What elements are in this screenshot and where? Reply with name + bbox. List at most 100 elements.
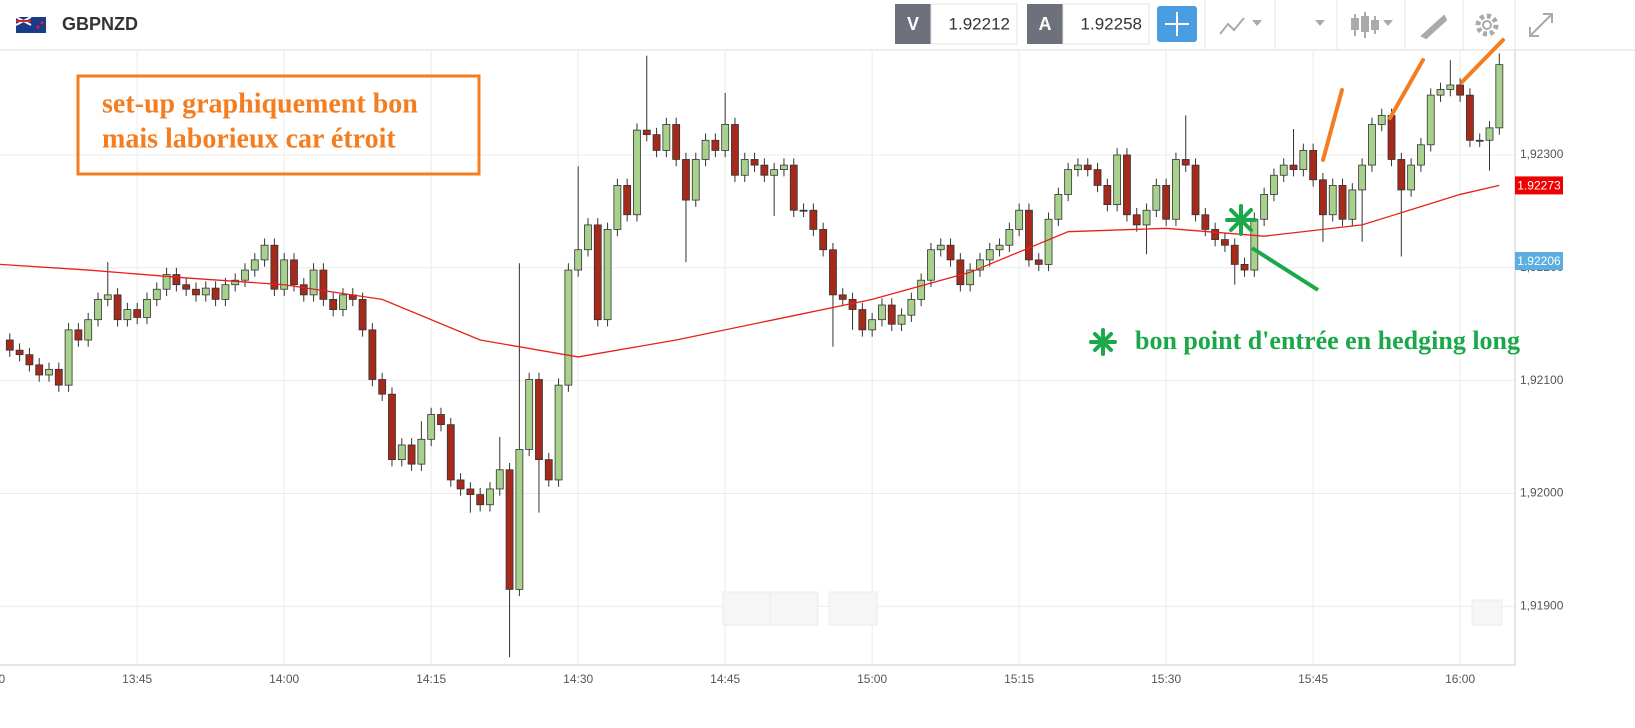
y-tick-label: 1,92300 <box>1520 147 1564 161</box>
candle-body <box>711 139 720 151</box>
candle-body <box>133 309 142 318</box>
candle-body <box>1025 209 1033 261</box>
candle-body <box>1083 164 1092 171</box>
candle-body <box>1074 164 1082 171</box>
candle-body <box>1368 124 1376 166</box>
candle-body <box>1123 154 1131 216</box>
candle-body <box>799 209 808 212</box>
candle-body <box>94 298 102 321</box>
x-tick-label: 14:45 <box>710 672 740 686</box>
candle-body <box>1230 244 1239 265</box>
candle-body <box>907 298 916 316</box>
candle-body <box>593 224 602 321</box>
candle-body <box>74 329 83 341</box>
asterisk <box>1089 204 1257 356</box>
y-tick-label: 1,91900 <box>1520 598 1564 612</box>
candle-body <box>1005 229 1014 246</box>
candle-body <box>878 304 886 321</box>
candle-body <box>623 185 632 216</box>
candle-body <box>1270 174 1278 195</box>
candle-body <box>780 164 788 171</box>
candle-body <box>1407 164 1416 191</box>
bid-button[interactable] <box>895 4 931 44</box>
candle-body <box>927 249 935 281</box>
candle-body <box>1132 214 1141 226</box>
candle-body <box>633 129 641 216</box>
toolbar-icons[interactable] <box>1204 0 1553 50</box>
candle-body <box>1348 189 1357 220</box>
candle-body <box>250 259 259 271</box>
candle-body <box>1250 218 1259 271</box>
candle-body <box>701 139 710 160</box>
candle-body <box>466 488 475 496</box>
candle-body <box>858 309 867 331</box>
entry-note: bon point d'entrée en hedging long <box>1135 326 1520 355</box>
flag <box>15 16 46 33</box>
price-tag <box>1515 176 1563 195</box>
candle-body <box>505 469 514 590</box>
candle-body <box>241 269 249 281</box>
candle-body <box>721 124 730 151</box>
candle-body <box>966 269 975 286</box>
candle-body <box>437 414 445 426</box>
candle-body <box>1260 194 1269 220</box>
candle-body <box>329 298 338 310</box>
candle-body <box>652 134 661 151</box>
candle-body <box>554 384 563 481</box>
header-bar <box>0 0 1635 50</box>
candle-body <box>1034 259 1043 265</box>
candle-body <box>1495 64 1504 129</box>
candle-body <box>1044 218 1053 265</box>
candle-body <box>1417 144 1425 166</box>
candle-body <box>172 274 181 286</box>
candle-body <box>525 379 534 450</box>
candle-body <box>1172 159 1180 220</box>
ask-label: A <box>1039 14 1052 34</box>
candle-body <box>495 469 504 490</box>
candle-body <box>1064 169 1073 195</box>
symbol: GBPNZD <box>62 14 138 34</box>
price-tag-label: 1.92273 <box>1517 179 1561 193</box>
candle-body <box>1338 185 1347 220</box>
ask-button[interactable] <box>1027 4 1063 44</box>
arrow-lines <box>1321 38 1505 162</box>
candle-body <box>976 259 984 271</box>
candle-body <box>476 494 485 506</box>
candle-body <box>1377 115 1386 125</box>
candle-body <box>456 479 465 490</box>
note-line: set-up graphiquement bon <box>102 88 418 119</box>
bid-price: 1.92212 <box>949 14 1010 33</box>
candle-body <box>613 185 622 230</box>
arrow-line <box>1250 246 1320 292</box>
ask-price: 1.92258 <box>1081 14 1142 33</box>
moving-average <box>0 184 1500 358</box>
candle-body <box>1485 127 1494 141</box>
candle-body <box>1319 179 1327 216</box>
x-tick-label: 15:15 <box>1004 672 1034 686</box>
candle-body <box>309 269 318 296</box>
candle-body <box>956 259 965 286</box>
candle-body <box>1015 209 1024 230</box>
candle-body <box>535 379 543 461</box>
candle-body <box>1142 209 1151 226</box>
x-tick-label: 14:30 <box>563 672 593 686</box>
candle-body <box>201 287 210 296</box>
candle-body <box>5 339 14 351</box>
candle-body <box>319 269 328 300</box>
candle-body <box>231 279 240 286</box>
candle-body <box>113 294 122 321</box>
candle-body <box>1279 164 1288 176</box>
candle-body <box>564 269 573 386</box>
note-line: mais laborieux car étroit <box>102 123 396 154</box>
crosshair-button[interactable] <box>1157 6 1197 42</box>
candle-body <box>260 244 269 261</box>
note-box <box>76 74 481 176</box>
candle-body <box>1152 185 1161 211</box>
candle-body <box>917 279 926 300</box>
candle-body <box>662 124 671 151</box>
candle-body <box>358 298 367 331</box>
candle-body <box>1054 194 1063 220</box>
candle-body <box>574 249 583 271</box>
